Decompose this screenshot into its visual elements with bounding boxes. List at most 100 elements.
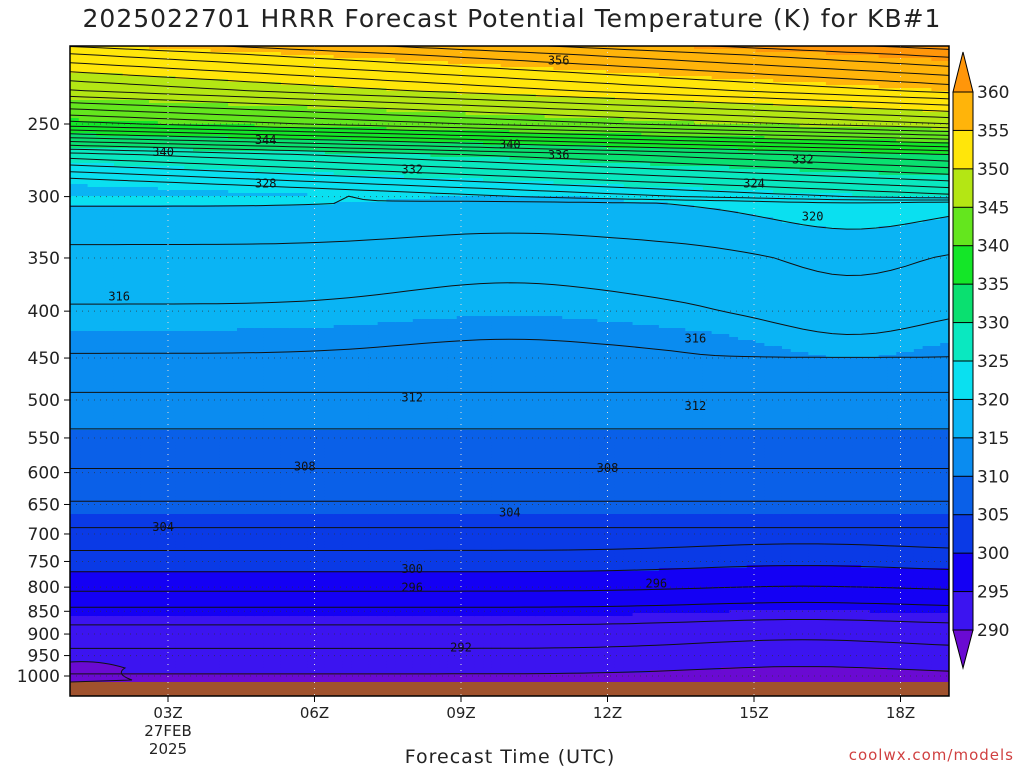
colorbar-swatch (952, 591, 974, 631)
isentrope (70, 120, 949, 144)
isentrope (70, 177, 949, 204)
isentrope (70, 137, 949, 162)
colorbar-label: 330 (977, 314, 1009, 334)
contour-label: 328 (255, 177, 277, 191)
y-tick-label: 300 (28, 188, 60, 208)
isentrope (70, 46, 949, 94)
isentrope (537, 46, 949, 67)
colorbar-label: 335 (977, 275, 1009, 295)
x-tick-label: 09Z (446, 704, 475, 722)
y-tick-label: 1000 (17, 667, 60, 687)
contour-label: 308 (294, 459, 316, 473)
contour-label: 312 (685, 399, 707, 413)
contour-label: 316 (685, 332, 707, 346)
isentrope (70, 601, 949, 608)
isentrope (70, 543, 949, 551)
colorbar-label: 315 (977, 429, 1009, 449)
contour-label: 292 (450, 641, 472, 655)
colorbar-label: 300 (977, 544, 1009, 564)
contour-label: 340 (152, 145, 174, 159)
colorbar-label: 360 (977, 83, 1009, 103)
colorbar-swatch (952, 129, 974, 170)
isentrope (211, 46, 949, 85)
contour-label: 336 (548, 148, 570, 162)
isentrope (70, 141, 949, 169)
isentrope-lines (70, 46, 949, 675)
y-tick-label: 400 (28, 302, 60, 322)
contour-label: 356 (548, 54, 570, 68)
isentrope (70, 164, 949, 199)
isentrope (70, 565, 949, 573)
isentrope (70, 282, 949, 336)
isentrope (70, 62, 949, 106)
contour-label: 312 (401, 390, 423, 404)
x-tick-label: 18Z (886, 704, 915, 722)
isentrope (70, 144, 949, 175)
contour-label: 296 (401, 581, 423, 595)
contour-label: 332 (401, 163, 423, 177)
chart-title: 2025022701 HRRR Forecast Potential Tempe… (0, 4, 1024, 33)
surface-strip (70, 682, 949, 696)
contour-label: 320 (802, 210, 824, 224)
colorbar-swatch (952, 437, 974, 478)
colorbar-swatch (952, 398, 974, 439)
plot-frame (69, 45, 950, 697)
x-tick-sublabel: 2025 (149, 740, 187, 758)
contour-label: 340 (499, 138, 521, 152)
colorbar-label: 320 (977, 390, 1009, 410)
colorbar-swatch (952, 514, 974, 555)
y-tick-label: 450 (28, 349, 60, 369)
contour-labels: 356 344 340 340 336 332 332 328 324 320 316 316 312 3… (108, 54, 823, 655)
y-tick-label: 950 (28, 647, 60, 667)
colorbar-swatch (952, 91, 974, 132)
isentrope (700, 46, 949, 58)
y-tick-label: 800 (28, 578, 60, 598)
isentrope (70, 157, 949, 195)
colorbar-label: 340 (977, 237, 1009, 257)
filled-contour-bands (70, 46, 949, 696)
y-tick-label: 900 (28, 625, 60, 645)
colorbar-bottom-arrow (952, 629, 974, 670)
x-tick-label: 12Z (593, 704, 622, 722)
contour-label: 324 (743, 177, 765, 191)
x-tick-sublabel: 27FEB (144, 722, 191, 740)
credit-link[interactable]: coolwx.com/models (849, 746, 1014, 764)
x-tick-label: 15Z (739, 704, 768, 722)
axes: 250 300 350 400 450 500 550 600 650 700 750 800 850 9… (17, 45, 950, 758)
colorbar-swatch (952, 475, 974, 516)
colorbar-top-arrow (952, 51, 974, 93)
isentrope (70, 80, 949, 119)
y-tick-label: 500 (28, 391, 60, 411)
colorbar-label: 295 (977, 583, 1009, 603)
y-tick-label: 250 (28, 115, 60, 135)
isentrope (70, 639, 949, 649)
isentrope (70, 148, 949, 182)
isentrope (70, 619, 949, 626)
isentrope (70, 171, 949, 201)
contour-label: 308 (597, 461, 619, 475)
isentrope (70, 152, 949, 189)
isentrope (70, 129, 949, 152)
isentrope (70, 71, 949, 112)
colorbar-label: 345 (977, 198, 1009, 218)
colorbar-swatch (952, 168, 974, 209)
y-tick-label: 350 (28, 249, 60, 269)
colorbar-swatch (952, 322, 974, 363)
y-tick-label: 750 (28, 552, 60, 572)
contour-label: 304 (499, 505, 521, 519)
colorbar-label: 355 (977, 121, 1009, 141)
colorbar-swatch (952, 552, 974, 593)
isentrope (70, 114, 949, 140)
isentrope (70, 53, 949, 100)
dotted-grid (70, 46, 949, 696)
x-tick-label: 03Z (153, 704, 182, 722)
y-tick-label: 700 (28, 525, 60, 545)
x-tick-label: 06Z (300, 704, 329, 722)
colorbar-label: 310 (977, 467, 1009, 487)
colorbar-swatch (952, 206, 974, 247)
colorbar: 290 295 300 305 310 315 320 325 330 335 340 345 350 3… (952, 51, 1009, 670)
colorbar-label: 325 (977, 352, 1009, 372)
y-tick-label: 650 (28, 495, 60, 515)
cold-pocket (70, 661, 133, 683)
